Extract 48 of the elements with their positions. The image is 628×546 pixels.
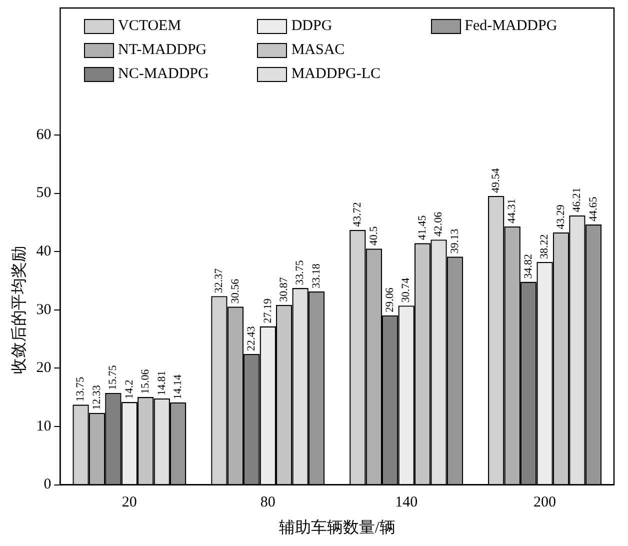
data-label: 33.18 [310, 263, 322, 288]
x-tick-label: 80 [260, 494, 276, 511]
y-tick-label: 60 [36, 126, 52, 143]
data-label: 41.45 [416, 214, 428, 240]
legend-label: MASAC [291, 42, 345, 58]
data-label: 14.81 [156, 370, 168, 396]
data-label: 30.74 [400, 277, 412, 303]
data-label: 39.13 [448, 228, 461, 254]
legend-label: VCTOEM [118, 18, 182, 34]
y-tick-label: 20 [36, 360, 52, 376]
y-tick-label: 30 [36, 302, 52, 318]
data-label: 14.14 [172, 374, 184, 400]
y-tick-label: 0 [44, 476, 52, 493]
y-tick-label: 50 [36, 185, 52, 202]
data-label: 22.43 [246, 326, 258, 352]
data-label: 44.65 [587, 196, 600, 222]
y-tick-label: 40 [36, 244, 52, 260]
data-label: 30.87 [278, 276, 290, 302]
data-label: 43.72 [352, 202, 364, 227]
data-label: 34.82 [522, 254, 534, 279]
data-label: 12.33 [90, 384, 103, 410]
data-label: 15.06 [140, 368, 152, 394]
x-tick-label: 200 [534, 494, 556, 511]
data-label: 42.06 [432, 211, 445, 237]
x-tick-label: 140 [395, 494, 418, 511]
data-label: 44.31 [506, 198, 518, 224]
legend-label: NT-MADDPG [118, 42, 207, 58]
data-label: 30.56 [229, 278, 242, 304]
data-label: 14.2 [123, 380, 136, 400]
data-label: 33.75 [294, 260, 306, 286]
x-tick-label: 20 [122, 494, 137, 511]
legend-label: DDPG [291, 18, 332, 34]
data-label: 40.5 [368, 226, 380, 246]
data-label: 43.29 [554, 204, 567, 230]
data-label: 15.75 [107, 364, 120, 390]
data-label: 29.06 [384, 287, 396, 312]
legend-label: MADDPG-LC [291, 66, 381, 82]
data-label: 32.37 [213, 268, 226, 294]
legend-label: NC-MADDPG [118, 66, 209, 82]
data-label: 46.21 [571, 188, 584, 212]
y-axis-title: 收敛后的平均奖励 [10, 246, 28, 374]
data-label: 38.22 [538, 234, 551, 259]
data-label: 27.19 [262, 298, 274, 324]
data-label: 49.54 [490, 168, 502, 193]
x-axis-title: 辅助车辆数量/辆 [278, 518, 396, 537]
data-label: 13.75 [74, 376, 87, 402]
legend-label: Fed-MADDPG [464, 18, 558, 34]
y-tick-label: 10 [36, 418, 52, 434]
